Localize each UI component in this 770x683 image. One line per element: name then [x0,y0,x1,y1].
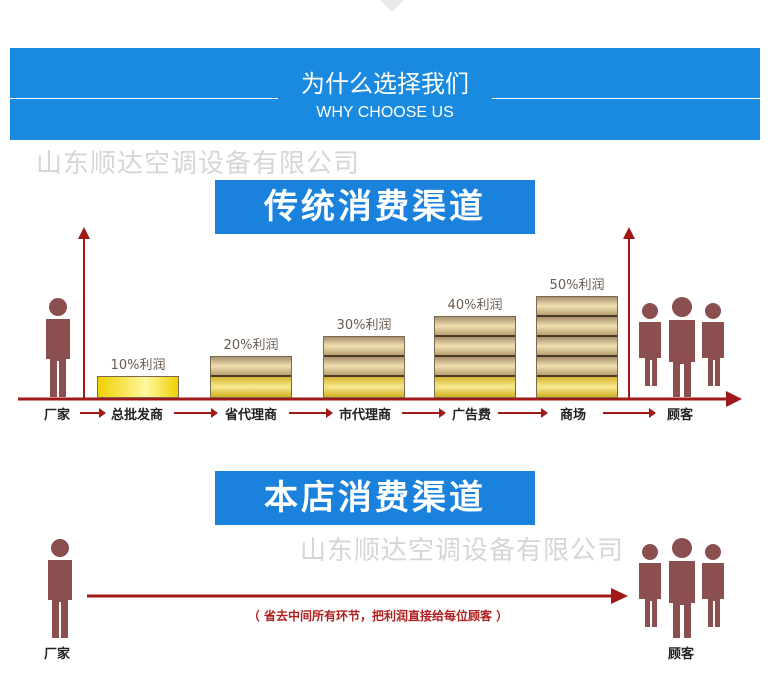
bar-segment [537,337,617,357]
step-arrow-icon [498,408,548,418]
profit-label: 30%利润 [336,318,392,333]
step-arrow-icon [289,408,333,418]
bar-segment [324,337,404,357]
profit-bar [97,376,179,398]
bar-segment [537,357,617,377]
divider [10,98,278,99]
channel-step: 顾客 [667,408,694,423]
profit-bar [434,316,516,398]
direct-note: （ 省去中间所有环节，把利润直接给每位顾客 ） [247,609,509,623]
top-chevron-icon [380,0,404,12]
step-arrow-icon [402,408,446,418]
bar-segment [537,317,617,337]
profit-label: 50%利润 [549,278,605,293]
profit-label: 40%利润 [447,298,503,313]
step-arrow-icon [80,408,106,418]
step-arrow-icon [603,408,656,418]
bar-segment [435,337,515,357]
header-band: 为什么选择我们 WHY CHOOSE US [10,48,760,140]
header-title: 为什么选择我们 [301,70,469,98]
channel-step: 省代理商 [225,408,278,423]
bar-segment [537,377,617,397]
bar-segment [324,377,404,397]
bar-segment [324,357,404,377]
profit-label: 10%利润 [110,358,166,373]
step-arrow-icon [174,408,218,418]
manufacturer-person-icon [48,539,72,638]
header-subtitle: WHY CHOOSE US [316,104,454,121]
direct-to-label: 顾客 [668,647,695,662]
channel-step: 市代理商 [339,408,392,423]
channel-step: 商场 [560,408,587,423]
direct-arrow [87,588,628,604]
bar-segment [435,357,515,377]
channel-step: 总批发商 [111,408,164,423]
traditional-axes [18,227,742,407]
manufacturer-person-icon [46,298,70,397]
profit-bar [323,336,405,398]
channel-step: 广告费 [452,408,492,423]
direct-title: 本店消费渠道 [215,471,535,525]
bar-segment [98,377,178,397]
profit-bar [210,356,292,398]
bar-segment [435,377,515,397]
bar-segment [537,297,617,317]
bar-segment [211,357,291,377]
customers-people-icon [639,297,724,397]
bar-segment [435,317,515,337]
profit-label: 20%利润 [223,338,279,353]
channel-step: 厂家 [44,408,71,423]
profit-bar [536,296,618,398]
customers-people-icon [639,538,724,638]
traditional-title: 传统消费渠道 [215,180,535,234]
direct-from-label: 厂家 [44,647,71,662]
divider [492,98,760,99]
watermark: 山东顺达空调设备有限公司 [300,536,625,566]
watermark: 山东顺达空调设备有限公司 [36,149,361,179]
bar-segment [211,377,291,397]
